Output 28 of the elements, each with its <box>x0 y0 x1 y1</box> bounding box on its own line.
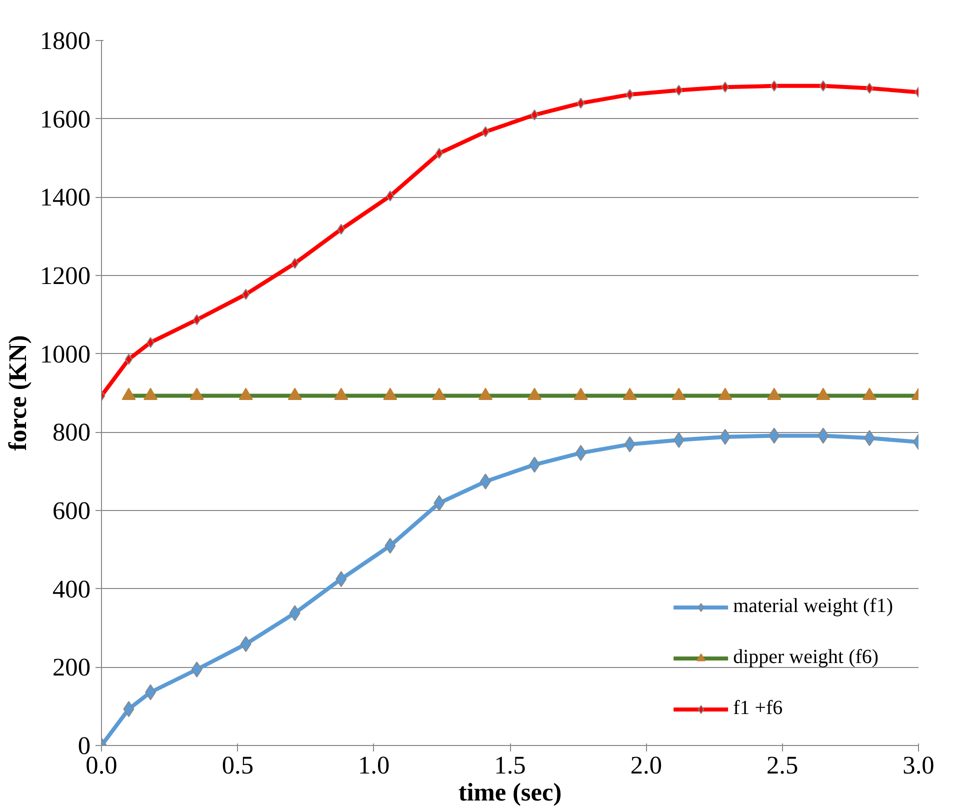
x-tick-label: 2.0 <box>630 752 662 780</box>
point <box>576 98 585 109</box>
legend-label: material weight (f1) <box>733 595 893 618</box>
y-tick-label: 800 <box>52 418 91 447</box>
legend-label: f1 +f6 <box>733 697 783 720</box>
x-axis-title: time (sec) <box>458 778 562 806</box>
y-tick-label: 200 <box>52 654 91 682</box>
point <box>386 190 394 202</box>
x-tick-label: 2.5 <box>766 752 798 780</box>
point <box>819 80 828 92</box>
y-tick-label: 400 <box>52 575 91 604</box>
y-tick-label: 1600 <box>40 105 90 134</box>
y-tick-label: 600 <box>52 497 91 525</box>
x-tick-label: 0.5 <box>222 752 254 780</box>
x-tick-label: 3.0 <box>902 752 934 780</box>
point <box>192 314 201 326</box>
y-tick-label: 1200 <box>40 262 90 290</box>
y-tick-label: 1800 <box>40 27 90 55</box>
x-tick-label: 1.0 <box>358 752 390 780</box>
y-tick-label: 1000 <box>40 340 90 368</box>
y-axis-title: force (KN) <box>4 335 32 451</box>
point <box>626 89 634 100</box>
legend-label: dipper weight (f6) <box>733 646 879 669</box>
x-tick-label: 1.5 <box>494 752 526 780</box>
point <box>673 432 684 448</box>
point <box>124 354 133 365</box>
point <box>435 148 444 159</box>
y-tick-label: 1400 <box>40 184 90 212</box>
